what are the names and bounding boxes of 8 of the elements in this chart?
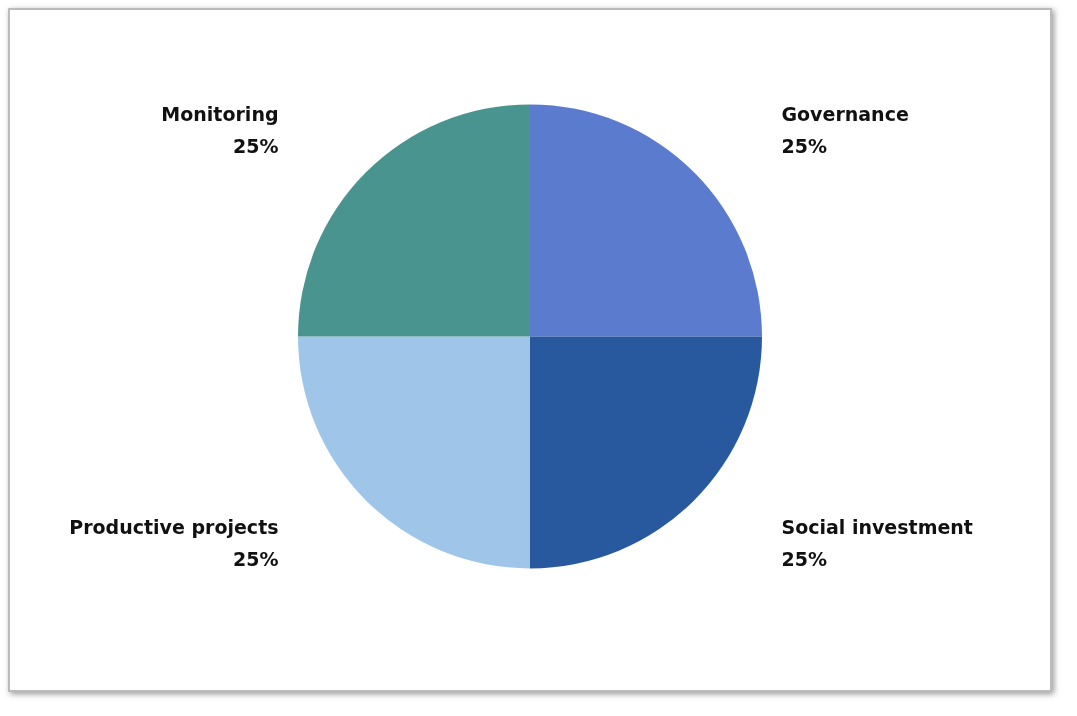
data-label: 25%: [781, 134, 827, 157]
data-label: 25%: [233, 134, 279, 157]
slice-label: Social investment: [781, 515, 973, 538]
data-label: 25%: [233, 547, 279, 570]
data-label: 25%: [781, 547, 827, 570]
slice-label: Monitoring: [161, 102, 279, 125]
slice-label: Governance: [781, 102, 909, 125]
slice-label: Productive projects: [69, 515, 279, 538]
